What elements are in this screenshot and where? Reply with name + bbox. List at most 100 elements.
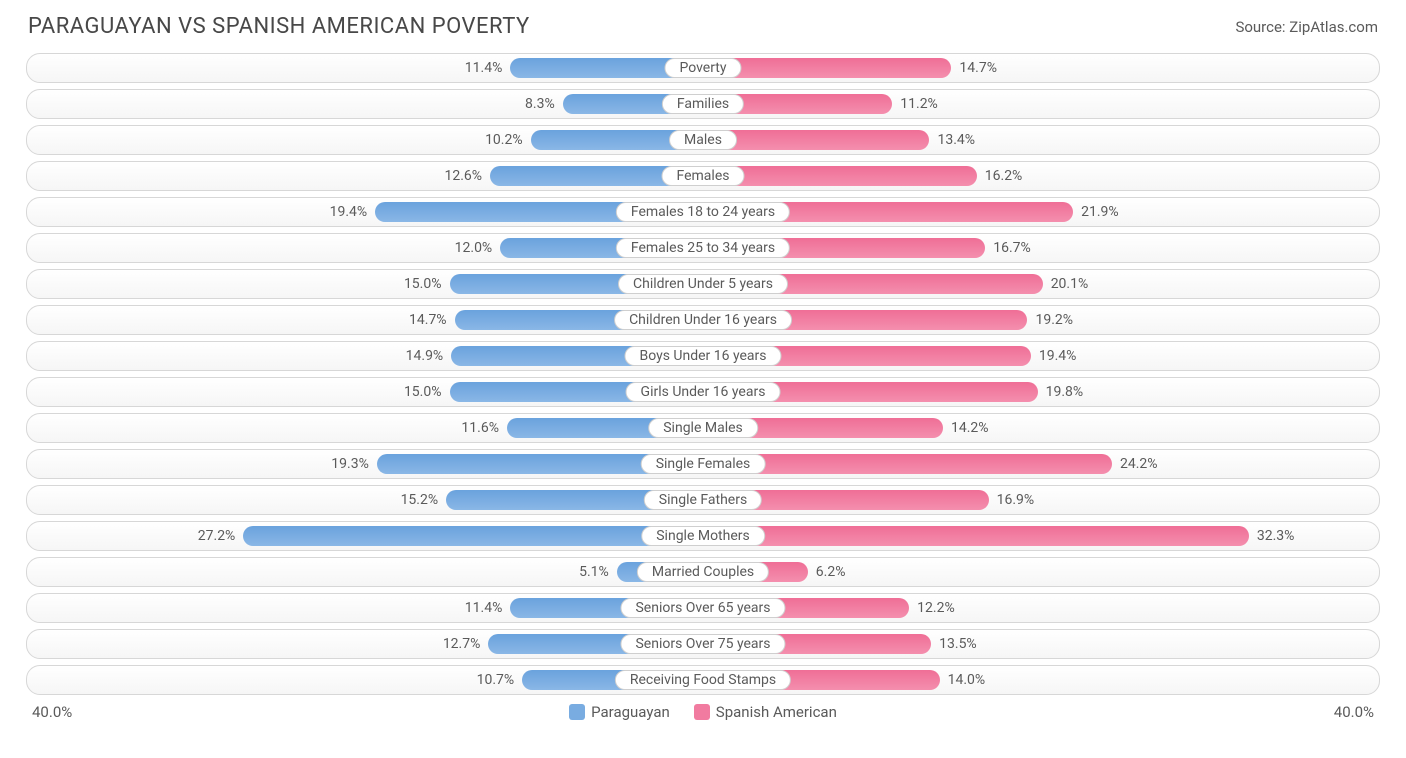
chart-row: 5.1% 6.2% Married Couples bbox=[26, 557, 1380, 587]
category-label: Seniors Over 65 years bbox=[620, 598, 785, 618]
value-left: 11.6% bbox=[461, 414, 499, 442]
category-label: Children Under 16 years bbox=[614, 310, 792, 330]
value-right: 19.2% bbox=[1035, 306, 1073, 334]
chart-header: PARAGUAYAN VS SPANISH AMERICAN POVERTY S… bbox=[0, 0, 1406, 49]
category-label: Females 18 to 24 years bbox=[616, 202, 790, 222]
bar-left bbox=[243, 526, 703, 546]
row-half-right: 16.2% bbox=[703, 162, 1379, 190]
row-half-left: 5.1% bbox=[27, 558, 703, 586]
chart-footer: 40.0% Paraguayan Spanish American 40.0% bbox=[0, 701, 1406, 721]
value-left: 15.2% bbox=[401, 486, 439, 514]
row-half-right: 6.2% bbox=[703, 558, 1379, 586]
chart-row: 12.7% 13.5% Seniors Over 75 years bbox=[26, 629, 1380, 659]
value-left: 19.4% bbox=[330, 198, 368, 226]
axis-max-right: 40.0% bbox=[1334, 703, 1374, 721]
row-half-left: 19.4% bbox=[27, 198, 703, 226]
value-right: 20.1% bbox=[1051, 270, 1089, 298]
legend-label-left: Paraguayan bbox=[591, 703, 670, 721]
row-half-left: 8.3% bbox=[27, 90, 703, 118]
chart-row: 15.0% 19.8% Girls Under 16 years bbox=[26, 377, 1380, 407]
value-left: 12.7% bbox=[443, 630, 481, 658]
row-half-left: 15.2% bbox=[27, 486, 703, 514]
value-left: 10.2% bbox=[485, 126, 523, 154]
value-right: 19.8% bbox=[1046, 378, 1084, 406]
bar-right bbox=[703, 130, 929, 150]
source-name: ZipAtlas.com bbox=[1289, 18, 1378, 36]
row-half-left: 11.4% bbox=[27, 54, 703, 82]
category-label: Poverty bbox=[664, 58, 741, 78]
value-left: 12.0% bbox=[455, 234, 493, 262]
legend-swatch-right bbox=[694, 704, 710, 720]
chart-row: 10.2% 13.4% Males bbox=[26, 125, 1380, 155]
source-prefix: Source: bbox=[1235, 18, 1285, 36]
value-right: 16.2% bbox=[985, 162, 1023, 190]
category-label: Females 25 to 34 years bbox=[616, 238, 790, 258]
row-half-left: 12.0% bbox=[27, 234, 703, 262]
row-half-right: 16.7% bbox=[703, 234, 1379, 262]
value-right: 24.2% bbox=[1120, 450, 1158, 478]
value-left: 8.3% bbox=[525, 90, 555, 118]
category-label: Seniors Over 75 years bbox=[620, 634, 785, 654]
row-half-right: 32.3% bbox=[703, 522, 1379, 550]
row-half-left: 27.2% bbox=[27, 522, 703, 550]
category-label: Single Fathers bbox=[644, 490, 762, 510]
chart-row: 12.6%16.2%Females bbox=[26, 161, 1380, 191]
row-half-left: 10.2% bbox=[27, 126, 703, 154]
chart-row: 27.2%32.3%Single Mothers bbox=[26, 521, 1380, 551]
row-half-right: 19.4% bbox=[703, 342, 1379, 370]
chart-row: 8.3%11.2%Families bbox=[26, 89, 1380, 119]
value-right: 12.2% bbox=[917, 594, 955, 622]
row-half-right: 11.2% bbox=[703, 90, 1379, 118]
chart-row: 11.6% 14.2% Single Males bbox=[26, 413, 1380, 443]
value-left: 19.3% bbox=[331, 450, 369, 478]
row-half-right: 20.1% bbox=[703, 270, 1379, 298]
value-left: 5.1% bbox=[579, 558, 609, 586]
value-left: 15.0% bbox=[404, 378, 442, 406]
row-half-left: 11.4% bbox=[27, 594, 703, 622]
category-label: Receiving Food Stamps bbox=[615, 670, 791, 690]
category-label: Married Couples bbox=[637, 562, 769, 582]
row-half-right: 13.5% bbox=[703, 630, 1379, 658]
value-left: 27.2% bbox=[198, 522, 236, 550]
row-half-left: 15.0% bbox=[27, 378, 703, 406]
value-left: 14.9% bbox=[406, 342, 444, 370]
row-half-left: 12.6% bbox=[27, 162, 703, 190]
value-right: 14.0% bbox=[948, 666, 986, 694]
value-right: 14.7% bbox=[959, 54, 997, 82]
row-half-right: 19.2% bbox=[703, 306, 1379, 334]
chart-row: 11.4% 12.2% Seniors Over 65 years bbox=[26, 593, 1380, 623]
bar-right bbox=[703, 526, 1249, 546]
row-half-right: 16.9% bbox=[703, 486, 1379, 514]
value-right: 14.2% bbox=[951, 414, 989, 442]
row-half-left: 11.6% bbox=[27, 414, 703, 442]
row-half-right: 14.2% bbox=[703, 414, 1379, 442]
legend-label-right: Spanish American bbox=[716, 703, 837, 721]
value-left: 15.0% bbox=[404, 270, 442, 298]
chart-row: 15.2% 16.9%Single Fathers bbox=[26, 485, 1380, 515]
value-right: 11.2% bbox=[900, 90, 938, 118]
category-label: Children Under 5 years bbox=[618, 274, 788, 294]
category-label: Boys Under 16 years bbox=[624, 346, 781, 366]
chart-row: 15.0% 20.1% Children Under 5 years bbox=[26, 269, 1380, 299]
legend: Paraguayan Spanish American bbox=[72, 703, 1334, 721]
chart-row: 11.4% 14.7% Poverty bbox=[26, 53, 1380, 83]
row-half-left: 19.3% bbox=[27, 450, 703, 478]
chart-area: 11.4%14.7%Poverty8.3%11.2%Families10.2%1… bbox=[0, 49, 1406, 695]
category-label: Single Females bbox=[641, 454, 766, 474]
chart-row: 19.3% 24.2% Single Females bbox=[26, 449, 1380, 479]
value-right: 13.5% bbox=[939, 630, 977, 658]
category-label: Males bbox=[669, 130, 737, 150]
chart-row: 14.7%19.2%Children Under 16 years bbox=[26, 305, 1380, 335]
row-half-left: 15.0% bbox=[27, 270, 703, 298]
row-half-right: 12.2% bbox=[703, 594, 1379, 622]
value-right: 13.4% bbox=[937, 126, 975, 154]
value-right: 6.2% bbox=[816, 558, 846, 586]
axis-max-left: 40.0% bbox=[32, 703, 72, 721]
row-half-left: 14.9% bbox=[27, 342, 703, 370]
value-left: 10.7% bbox=[477, 666, 515, 694]
value-right: 21.9% bbox=[1081, 198, 1119, 226]
value-left: 11.4% bbox=[465, 594, 503, 622]
legend-item-left: Paraguayan bbox=[569, 703, 670, 721]
category-label: Single Males bbox=[648, 418, 758, 438]
category-label: Girls Under 16 years bbox=[626, 382, 781, 402]
